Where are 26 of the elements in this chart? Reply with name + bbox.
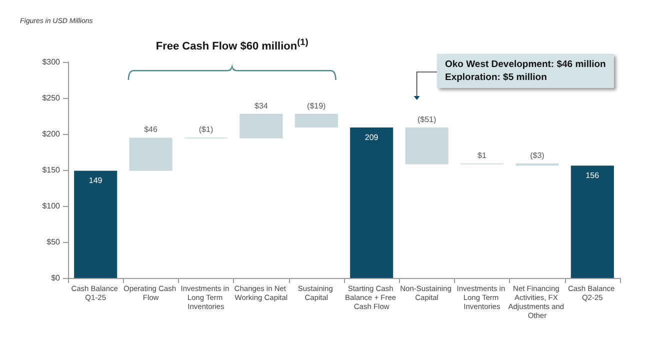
data-label: $34 <box>254 101 268 110</box>
data-label: ($3) <box>530 151 545 160</box>
data-label: ($51) <box>417 115 436 124</box>
bar <box>129 138 172 171</box>
y-tick-label: $50 <box>46 238 61 246</box>
data-label: 156 <box>586 171 600 180</box>
text: Free Cash Flow $60 million$^{(1)}$ <box>156 37 308 53</box>
bar <box>74 170 118 278</box>
data-label: 209 <box>364 133 379 142</box>
data-label: ($1) <box>198 125 214 134</box>
y-tick-label: $200 <box>42 130 61 138</box>
bar <box>240 114 283 138</box>
y-tick-label: $250 <box>42 94 61 102</box>
data-label: $46 <box>144 125 158 134</box>
annotation: Oko West Development: $46 million Exploration: $5 million <box>437 54 614 88</box>
data-label: ($19) <box>307 101 326 110</box>
bar <box>570 166 614 278</box>
y-tick-label: $0 <box>51 274 61 282</box>
y-tick-label: $300 <box>42 58 61 66</box>
bar <box>350 128 394 278</box>
y-tick-label: $100 <box>42 202 61 210</box>
data-label: $1 <box>478 151 487 160</box>
data-label: 149 <box>88 176 103 186</box>
bar <box>294 114 338 128</box>
y-tick-label: $150 <box>42 166 61 174</box>
bar <box>405 128 448 164</box>
